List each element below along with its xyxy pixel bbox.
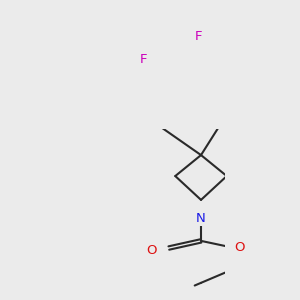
Text: O: O — [146, 244, 157, 257]
Text: F: F — [140, 53, 148, 66]
Text: F: F — [195, 30, 203, 43]
Text: N: N — [196, 212, 206, 226]
Text: O: O — [234, 241, 244, 254]
